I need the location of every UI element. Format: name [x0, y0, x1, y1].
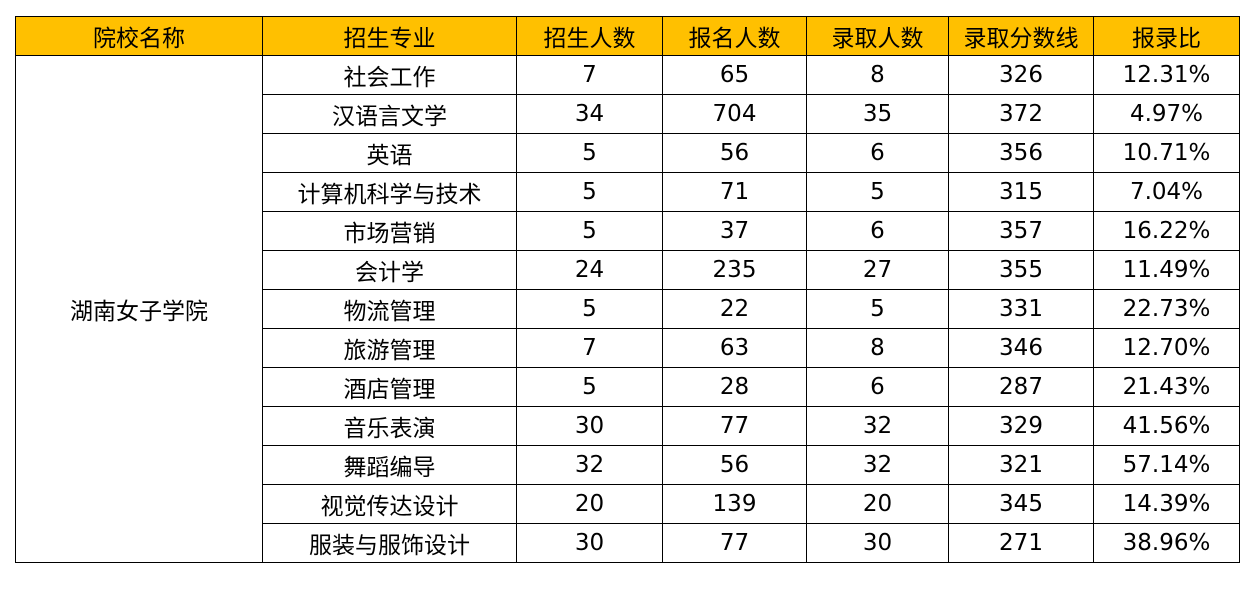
major-cell: 旅游管理 — [262, 328, 517, 368]
number-cell: 5 — [806, 172, 949, 212]
header-cell: 报名人数 — [662, 16, 807, 56]
header-cell: 录取分数线 — [948, 16, 1094, 56]
table-row: 酒店管理 5 28 6 287 21.43% — [16, 367, 1240, 407]
number-cell: 372 — [948, 94, 1094, 134]
number-cell: 35 — [806, 94, 949, 134]
number-cell: 11.49% — [1093, 250, 1240, 290]
number-cell: 27 — [806, 250, 949, 290]
number-cell: 32 — [806, 445, 949, 485]
number-cell: 41.56% — [1093, 406, 1240, 446]
number-cell: 346 — [948, 328, 1094, 368]
header-cell: 录取人数 — [806, 16, 949, 56]
number-cell: 329 — [948, 406, 1094, 446]
table-row: 物流管理 5 22 5 331 22.73% — [16, 289, 1240, 329]
major-cell: 舞蹈编导 — [262, 445, 517, 485]
table-body: 湖南女子学院 社会工作 7 65 8 326 12.31% 汉语言文学 34 704 35 372 4.… — [15, 55, 1240, 563]
number-cell: 30 — [516, 406, 663, 446]
number-cell: 357 — [948, 211, 1094, 251]
number-cell: 8 — [806, 328, 949, 368]
number-cell: 345 — [948, 484, 1094, 524]
school-cell: 湖南女子学院 — [15, 55, 263, 563]
number-cell: 71 — [662, 172, 807, 212]
number-cell: 30 — [806, 523, 949, 563]
admission-table: 院校名称 招生专业 招生人数 报名人数 录取人数 录取分数线 报录比 湖南女子学院 社会工作 7… — [15, 16, 1240, 563]
number-cell: 326 — [948, 55, 1094, 95]
header-row: 院校名称 招生专业 招生人数 报名人数 录取人数 录取分数线 报录比 — [15, 16, 1240, 56]
number-cell: 56 — [662, 445, 807, 485]
number-cell: 32 — [516, 445, 663, 485]
major-cell: 市场营销 — [262, 211, 517, 251]
number-cell: 704 — [662, 94, 807, 134]
number-cell: 8 — [806, 55, 949, 95]
number-cell: 287 — [948, 367, 1094, 407]
major-cell: 汉语言文学 — [262, 94, 517, 134]
table-row: 舞蹈编导 32 56 32 321 57.14% — [16, 445, 1240, 485]
number-cell: 56 — [662, 133, 807, 173]
number-cell: 24 — [516, 250, 663, 290]
number-cell: 321 — [948, 445, 1094, 485]
number-cell: 14.39% — [1093, 484, 1240, 524]
number-cell: 16.22% — [1093, 211, 1240, 251]
number-cell: 38.96% — [1093, 523, 1240, 563]
number-cell: 63 — [662, 328, 807, 368]
table-row: 会计学 24 235 27 355 11.49% — [16, 250, 1240, 290]
number-cell: 356 — [948, 133, 1094, 173]
number-cell: 37 — [662, 211, 807, 251]
major-cell: 英语 — [262, 133, 517, 173]
header-cell: 招生专业 — [262, 16, 517, 56]
major-cell: 社会工作 — [262, 55, 517, 95]
major-cell: 视觉传达设计 — [262, 484, 517, 524]
number-cell: 6 — [806, 367, 949, 407]
number-cell: 139 — [662, 484, 807, 524]
number-cell: 6 — [806, 133, 949, 173]
number-cell: 20 — [806, 484, 949, 524]
major-cell: 音乐表演 — [262, 406, 517, 446]
number-cell: 331 — [948, 289, 1094, 329]
major-cell: 物流管理 — [262, 289, 517, 329]
number-cell: 5 — [516, 133, 663, 173]
number-cell: 20 — [516, 484, 663, 524]
number-cell: 65 — [662, 55, 807, 95]
header-cell: 招生人数 — [516, 16, 663, 56]
header-cell: 报录比 — [1093, 16, 1240, 56]
table-row: 服装与服饰设计 30 77 30 271 38.96% — [16, 523, 1240, 563]
number-cell: 5 — [516, 211, 663, 251]
number-cell: 77 — [662, 406, 807, 446]
number-cell: 235 — [662, 250, 807, 290]
number-cell: 7 — [516, 55, 663, 95]
number-cell: 4.97% — [1093, 94, 1240, 134]
number-cell: 22.73% — [1093, 289, 1240, 329]
table-row: 音乐表演 30 77 32 329 41.56% — [16, 406, 1240, 446]
number-cell: 5 — [516, 367, 663, 407]
number-cell: 10.71% — [1093, 133, 1240, 173]
major-cell: 计算机科学与技术 — [262, 172, 517, 212]
number-cell: 12.31% — [1093, 55, 1240, 95]
number-cell: 32 — [806, 406, 949, 446]
number-cell: 271 — [948, 523, 1094, 563]
number-cell: 34 — [516, 94, 663, 134]
number-cell: 5 — [806, 289, 949, 329]
header-cell: 院校名称 — [15, 16, 263, 56]
number-cell: 77 — [662, 523, 807, 563]
number-cell: 5 — [516, 289, 663, 329]
number-cell: 30 — [516, 523, 663, 563]
number-cell: 7 — [516, 328, 663, 368]
number-cell: 7.04% — [1093, 172, 1240, 212]
table-row: 视觉传达设计 20 139 20 345 14.39% — [16, 484, 1240, 524]
number-cell: 5 — [516, 172, 663, 212]
number-cell: 315 — [948, 172, 1094, 212]
number-cell: 28 — [662, 367, 807, 407]
number-cell: 12.70% — [1093, 328, 1240, 368]
table-row: 计算机科学与技术 5 71 5 315 7.04% — [16, 172, 1240, 212]
table-row: 湖南女子学院 社会工作 7 65 8 326 12.31% — [15, 55, 1240, 563]
number-cell: 57.14% — [1093, 445, 1240, 485]
major-cell: 酒店管理 — [262, 367, 517, 407]
major-cell: 服装与服饰设计 — [262, 523, 517, 563]
number-cell: 6 — [806, 211, 949, 251]
number-cell: 22 — [662, 289, 807, 329]
number-cell: 355 — [948, 250, 1094, 290]
number-cell: 21.43% — [1093, 367, 1240, 407]
major-cell: 会计学 — [262, 250, 517, 290]
